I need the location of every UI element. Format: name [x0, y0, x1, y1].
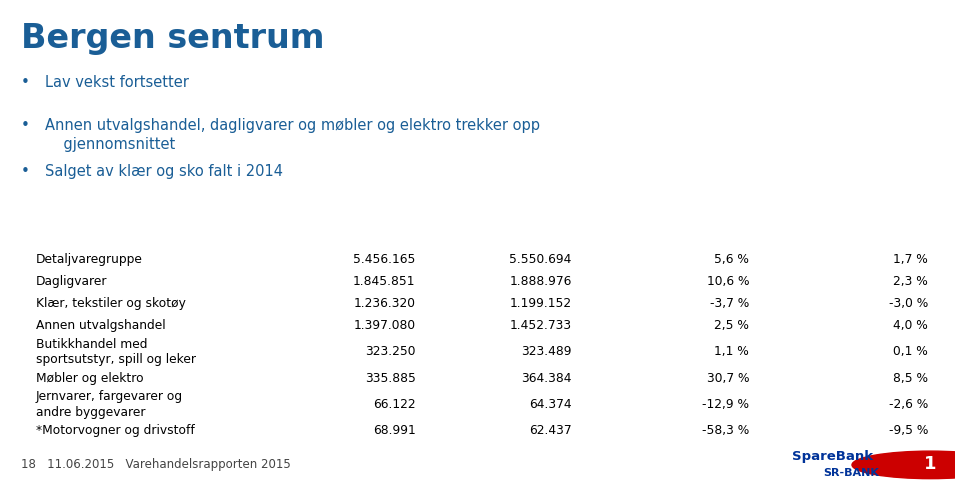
Text: Annen utvalgshandel: Annen utvalgshandel: [36, 319, 166, 332]
Text: 1.845.851: 1.845.851: [353, 275, 416, 288]
Text: Klær, tekstiler og skotøy: Klær, tekstiler og skotøy: [36, 297, 186, 310]
Text: 64.374: 64.374: [529, 398, 571, 411]
Text: 5.456.165: 5.456.165: [353, 253, 416, 266]
Text: 18   11.06.2015   Varehandelsrapporten 2015: 18 11.06.2015 Varehandelsrapporten 2015: [21, 458, 291, 471]
Text: Handel
(1000 kr): Handel (1000 kr): [36, 215, 106, 243]
Text: Vekst 2014: Vekst 2014: [845, 223, 928, 236]
Text: 1.397.080: 1.397.080: [353, 319, 416, 332]
Text: 335.885: 335.885: [365, 371, 416, 384]
Text: 8,5 %: 8,5 %: [893, 371, 928, 384]
Text: SR-BANK: SR-BANK: [823, 468, 878, 478]
Text: 66.122: 66.122: [372, 398, 416, 411]
Text: 30,7 %: 30,7 %: [707, 371, 749, 384]
Text: 10,6 %: 10,6 %: [707, 275, 749, 288]
Text: 68.991: 68.991: [372, 425, 416, 438]
Text: -3,0 %: -3,0 %: [889, 297, 928, 310]
Text: 2014: 2014: [535, 223, 571, 236]
Text: 1.452.733: 1.452.733: [510, 319, 571, 332]
Text: 62.437: 62.437: [529, 425, 571, 438]
Text: 323.489: 323.489: [521, 345, 571, 358]
Text: Butikkhandel med
sportsutstyr, spill og leker: Butikkhandel med sportsutstyr, spill og …: [36, 338, 196, 366]
Text: •: •: [21, 118, 30, 133]
Text: Annen utvalgshandel, dagligvarer og møbler og elektro trekker opp
    gjennomsni: Annen utvalgshandel, dagligvarer og møbl…: [45, 118, 540, 152]
Text: 1,1 %: 1,1 %: [714, 345, 749, 358]
Text: 2,3 %: 2,3 %: [894, 275, 928, 288]
Text: Dagligvarer: Dagligvarer: [36, 275, 108, 288]
Text: Jernvarer, fargevarer og
andre byggevarer: Jernvarer, fargevarer og andre byggevare…: [36, 390, 183, 419]
Text: 0,1 %: 0,1 %: [894, 345, 928, 358]
Text: -2,6 %: -2,6 %: [889, 398, 928, 411]
Text: 2013: 2013: [379, 223, 416, 236]
Text: SpareBank: SpareBank: [791, 451, 873, 463]
Text: 4,0 %: 4,0 %: [894, 319, 928, 332]
Text: 2,5 %: 2,5 %: [714, 319, 749, 332]
Text: •: •: [21, 164, 30, 179]
Text: 5.550.694: 5.550.694: [509, 253, 571, 266]
Text: 1: 1: [924, 455, 937, 473]
Text: 364.384: 364.384: [521, 371, 571, 384]
Text: Lav vekst fortsetter: Lav vekst fortsetter: [45, 75, 189, 90]
Text: Bergen sentrum: Bergen sentrum: [21, 22, 324, 55]
Text: Detaljvaregruppe: Detaljvaregruppe: [36, 253, 143, 266]
Text: Vekst 2009-
2014: Vekst 2009- 2014: [660, 215, 749, 243]
Text: •: •: [21, 75, 30, 90]
Text: -12,9 %: -12,9 %: [702, 398, 749, 411]
Text: *Motorvogner og drivstoff: *Motorvogner og drivstoff: [36, 425, 195, 438]
Text: 1,7 %: 1,7 %: [894, 253, 928, 266]
Text: Salget av klær og sko falt i 2014: Salget av klær og sko falt i 2014: [45, 164, 283, 179]
Text: -9,5 %: -9,5 %: [889, 425, 928, 438]
Circle shape: [852, 451, 960, 479]
Text: -3,7 %: -3,7 %: [710, 297, 749, 310]
Text: 323.250: 323.250: [365, 345, 416, 358]
Text: -58,3 %: -58,3 %: [702, 425, 749, 438]
Text: Møbler og elektro: Møbler og elektro: [36, 371, 144, 384]
Text: 1.888.976: 1.888.976: [509, 275, 571, 288]
Text: 1.199.152: 1.199.152: [510, 297, 571, 310]
Text: 5,6 %: 5,6 %: [714, 253, 749, 266]
Text: 1.236.320: 1.236.320: [353, 297, 416, 310]
